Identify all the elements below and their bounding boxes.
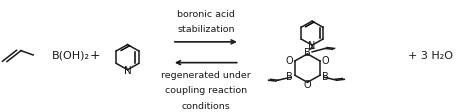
Text: +: + [89, 49, 100, 62]
Text: coupling reaction: coupling reaction [165, 86, 247, 95]
Text: N: N [308, 41, 316, 51]
Text: O: O [322, 55, 329, 65]
Text: B(OH)₂: B(OH)₂ [52, 51, 90, 60]
Text: B: B [304, 47, 311, 57]
Text: O: O [285, 55, 293, 65]
Text: conditions: conditions [182, 101, 230, 110]
Text: B: B [322, 72, 329, 82]
Text: boronic acid: boronic acid [177, 10, 235, 19]
Text: B: B [286, 72, 292, 82]
Text: N: N [124, 65, 132, 75]
Text: stabilization: stabilization [177, 25, 235, 34]
Text: + 3 H₂O: + 3 H₂O [408, 51, 453, 60]
Text: regenerated under: regenerated under [161, 71, 251, 79]
Text: O: O [304, 80, 311, 89]
